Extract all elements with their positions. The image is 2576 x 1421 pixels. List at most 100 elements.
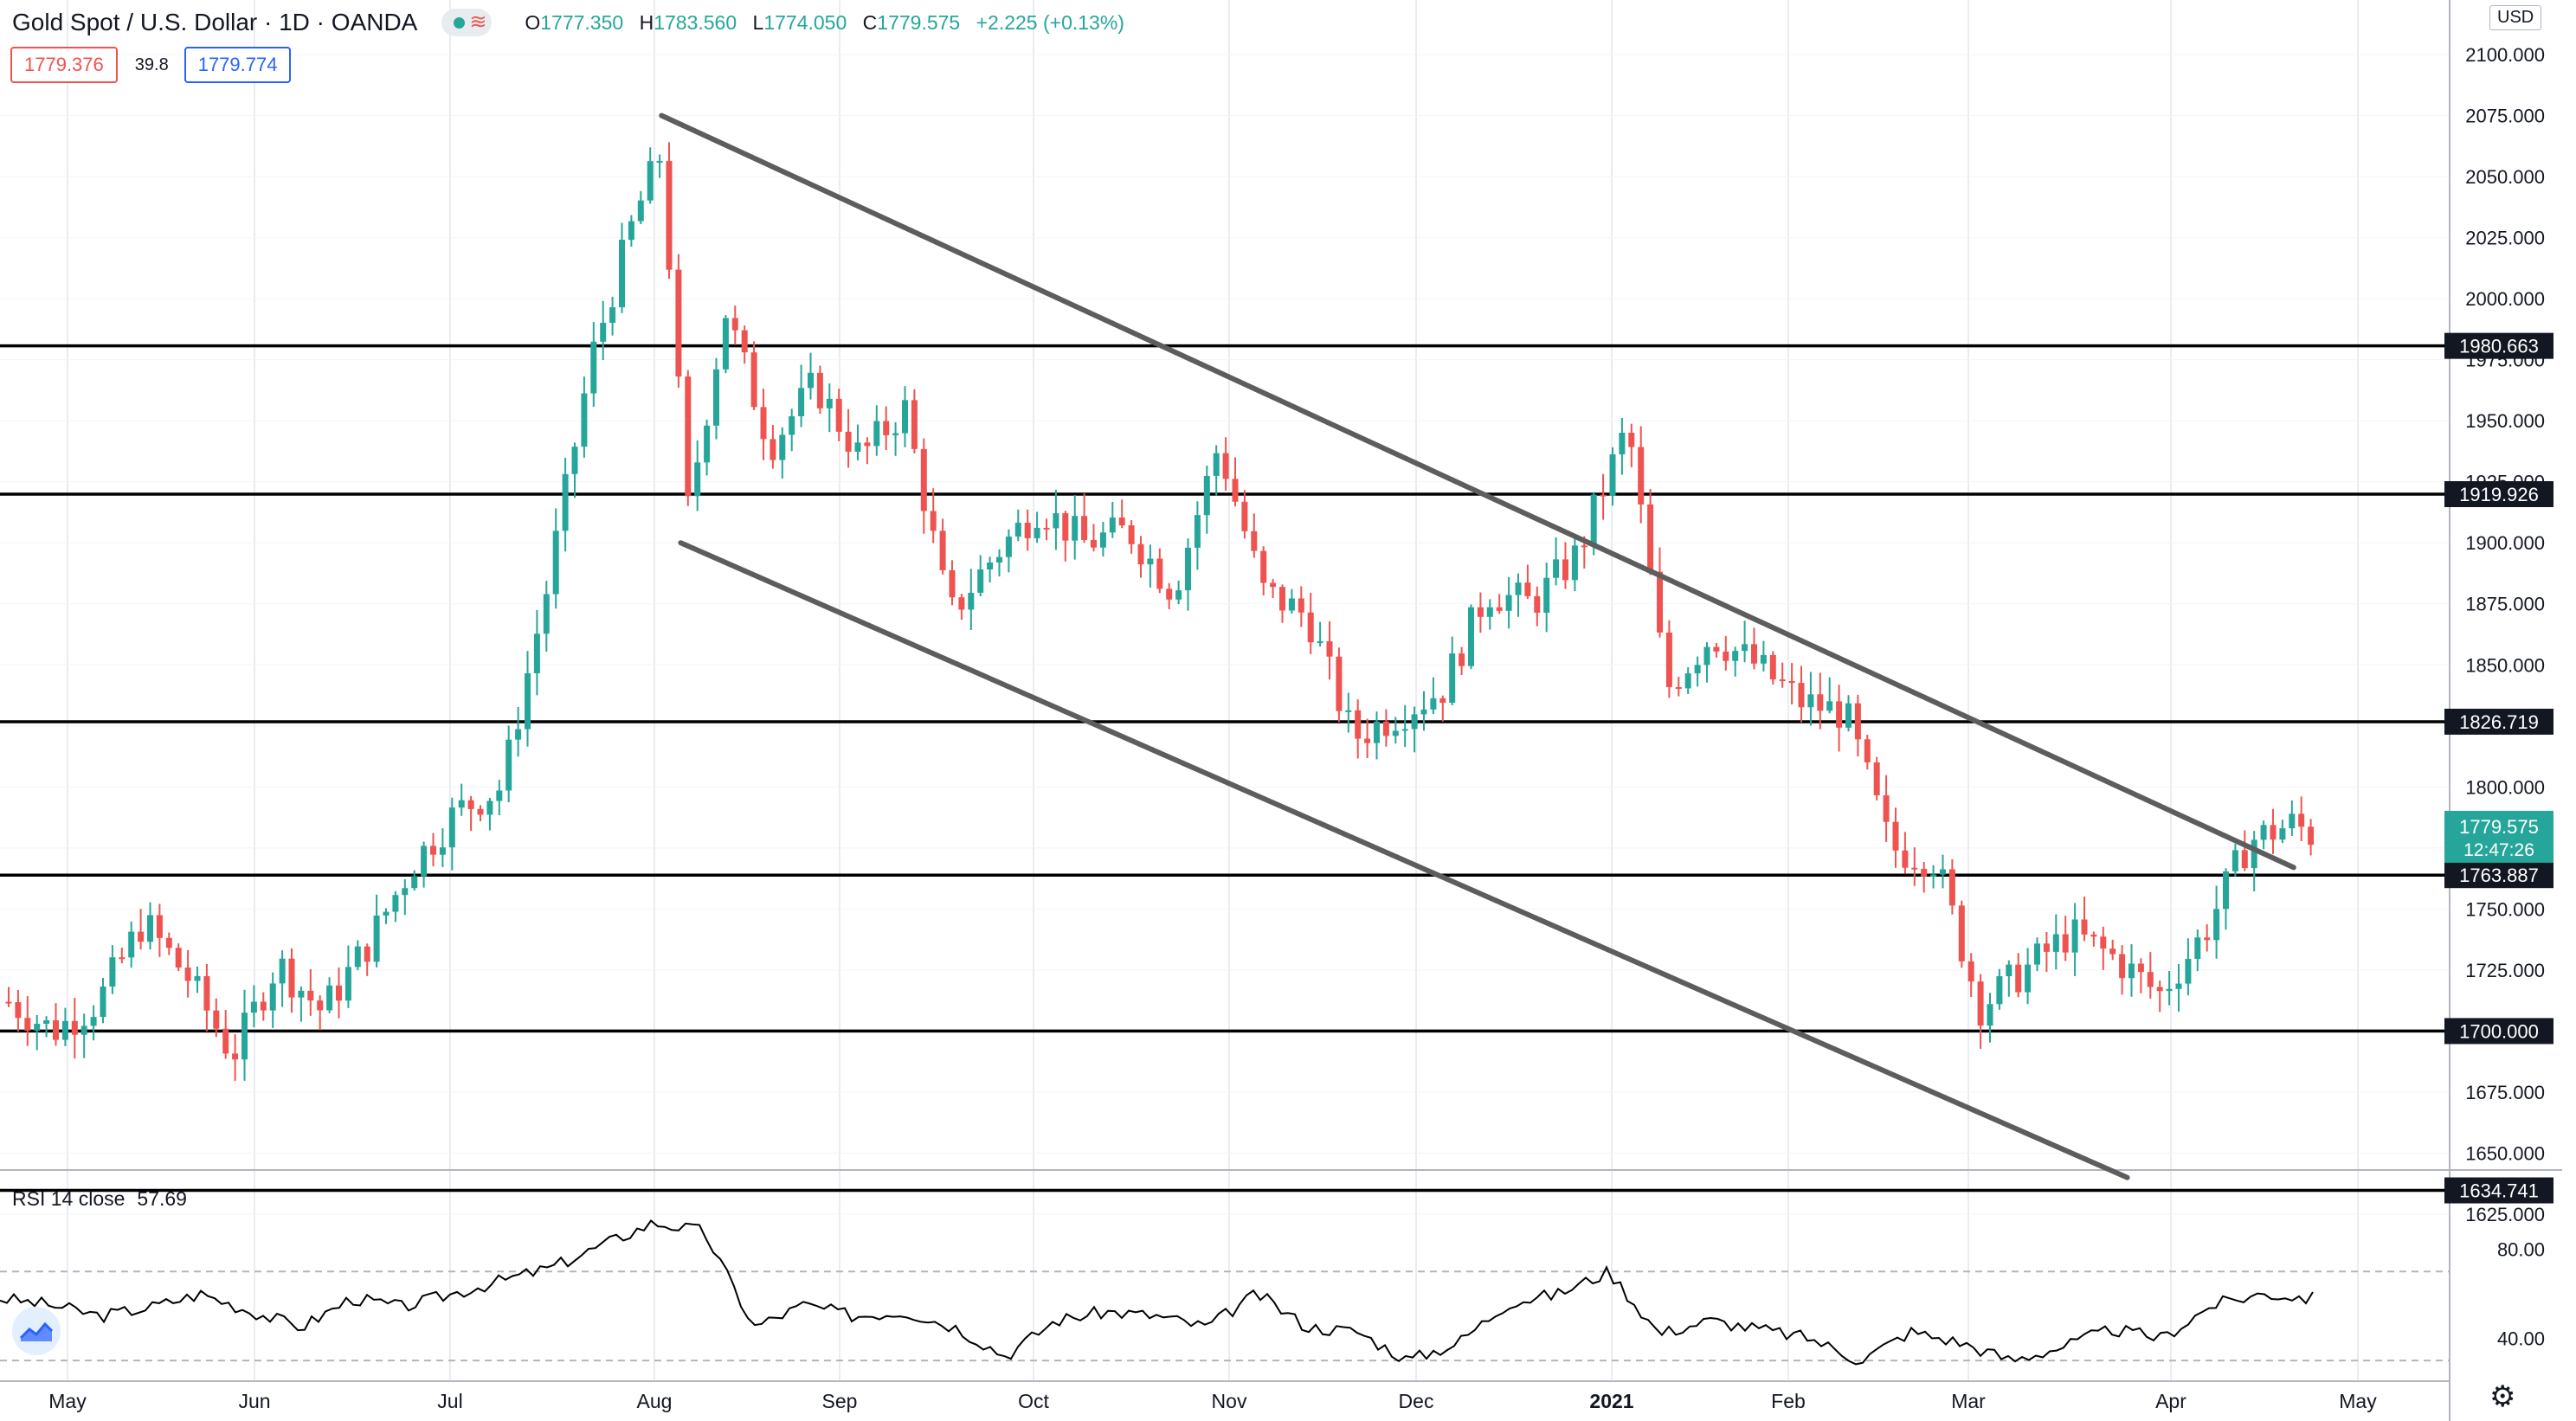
level-price-badge [2444,708,2553,735]
currency-label[interactable]: USD [2489,5,2542,30]
candle-body [2119,954,2126,979]
candle-body [1647,504,1654,572]
candle-body [1213,453,1220,476]
candle-body [411,876,418,889]
candle-body [2147,972,2154,987]
rsi-axis-tick: 80.00 [2497,1239,2545,1261]
open-value: 1777.350 [540,10,624,34]
candle-body [1374,721,1380,743]
candle-body [1317,641,1323,644]
sell-price-button[interactable]: 1779.376 [10,47,118,83]
candle-body [1439,698,1446,704]
candle-body [5,1001,12,1004]
market-open-icon [454,17,466,29]
candle-body [1864,739,1871,762]
candle-body [1062,513,1069,541]
candle-body [1967,961,1974,982]
candle-body [486,801,493,815]
candle-body [1137,543,1144,565]
candle-body [109,957,116,987]
candle-body [194,975,201,981]
candle-body [826,398,833,408]
candle-body [1345,710,1352,712]
candle-body [326,985,333,1011]
price-axis-tick: 2000.000 [2465,288,2545,310]
candle-body [1958,905,1965,961]
candle-body [1524,582,1531,596]
candle-body [2213,909,2220,941]
price-axis-tick: 1950.000 [2465,410,2545,432]
candle-body [506,739,512,791]
candle-body [1987,1004,1993,1026]
candle-body [704,425,711,463]
candle-body [1779,679,1786,682]
candle-body [279,958,286,984]
candle-body [2260,825,2267,840]
candle-body [2025,964,2032,993]
candle-body [24,1018,31,1031]
candle-body [222,1028,229,1054]
candle-body [260,1001,267,1011]
candle-body [1713,646,1720,652]
candle-body [1657,571,1663,633]
spread-value: 39.8 [134,55,169,74]
candle-body [2081,919,2088,935]
candle-body [2071,919,2078,953]
open-label: O [525,10,541,34]
candle-body [1665,632,1672,687]
candle-body [883,421,890,435]
candle-body [656,160,663,163]
candle-body [1977,981,1984,1026]
candle-body [345,967,351,1001]
candle-body [203,975,210,1011]
candle-body [1468,607,1474,666]
candle-body [2100,936,2107,949]
candle-body [119,957,126,960]
candle-body [1807,694,1814,708]
level-price-label: 1826.719 [2459,711,2539,733]
last-price-badge [2444,810,2553,863]
candle-body [2251,839,2257,869]
candle-body [902,400,908,434]
candle-body [53,1019,59,1040]
candle-body [15,1002,22,1019]
tradingview-logo-icon[interactable] [12,1307,61,1355]
candle-body [128,931,135,958]
candle-body [1099,532,1106,548]
candle-body [2090,934,2097,937]
level-price-badge [2444,1177,2553,1204]
candle-body [458,800,465,808]
candle-body [666,160,673,270]
candle-body [770,439,776,460]
candle-body [854,442,861,453]
time-axis-tick: Feb [1771,1390,1806,1412]
time-axis-tick: Oct [1018,1390,1049,1412]
candle-body [816,372,823,408]
price-axis-tick: 1850.000 [2465,654,2545,676]
candle-body [1515,582,1522,595]
candle-body [958,597,965,610]
high-label: H [639,10,654,34]
close-value: 1779.575 [877,10,961,34]
candle-body [242,1013,248,1060]
candle-body [968,592,975,610]
candle-body [675,269,682,377]
rsi-axis-tick: 40.00 [2497,1328,2545,1349]
candle-body [1940,869,1946,875]
settings-gear-icon[interactable]: ⚙ [2489,1380,2516,1413]
time-axis-tick: Nov [1212,1390,1247,1412]
level-price-label: 1919.926 [2459,484,2539,505]
candle-body [1883,795,1890,822]
price-axis-tick: 2100.000 [2465,44,2545,66]
candle-body [2223,871,2229,910]
candle-body [71,1020,78,1035]
level-price-label: 1634.741 [2459,1180,2539,1202]
candle-body [949,569,956,598]
ohlc-values: O1777.350 H1783.560 L1774.050 C1779.575 … [514,11,1124,35]
market-status-toggle[interactable]: ≋ [441,9,493,36]
candle-body [911,400,918,449]
candle-body [628,221,634,241]
buy-price-button[interactable]: 1779.774 [184,47,292,83]
candle-body [1203,475,1210,516]
